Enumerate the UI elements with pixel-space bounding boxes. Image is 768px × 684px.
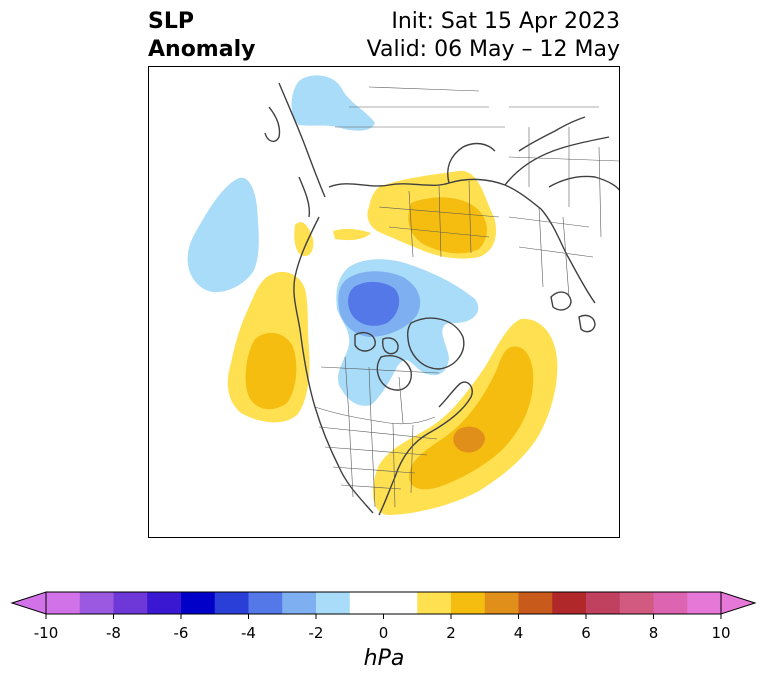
colorbar-cell xyxy=(653,592,688,614)
colorbar-cell xyxy=(518,592,553,614)
colorbar-tick-label: 8 xyxy=(648,624,659,642)
colorbar-tick-label: 4 xyxy=(513,624,524,642)
colorbar-units: hPa xyxy=(363,646,405,671)
positive-anomaly-urals-core xyxy=(408,197,487,254)
colorbar-ticks xyxy=(45,614,722,619)
positive-anomaly-northwest-atlantic-max xyxy=(453,426,485,453)
colorbar-tick-label: -8 xyxy=(106,624,121,642)
positive-anomaly-alaska-west xyxy=(294,222,314,257)
colorbar-cell xyxy=(687,592,722,614)
colorbar-extend-max-arrow xyxy=(720,591,757,615)
colorbar-cell xyxy=(552,592,587,614)
colorbar-tick-label: 10 xyxy=(711,624,731,642)
colorbar-cell xyxy=(417,592,452,614)
colorbar-cell xyxy=(586,592,621,614)
forecast-dates: Init: Sat 15 Apr 2023 Valid: 06 May – 12… xyxy=(367,8,620,64)
colorbar-cell xyxy=(147,592,182,614)
colorbar-tick-label: 0 xyxy=(378,624,389,642)
colorbar-cell xyxy=(451,592,486,614)
political-borders xyxy=(314,86,619,508)
title-line-1: SLP xyxy=(148,9,194,34)
colorbar-tick-label: 6 xyxy=(581,624,591,642)
positive-anomaly-northwest-atlantic-core xyxy=(408,346,534,490)
colorbar-tick-label: 2 xyxy=(446,624,456,642)
colorbar-cell xyxy=(349,592,384,614)
colorbar-cell xyxy=(383,592,418,614)
chart-title: SLP Anomaly xyxy=(148,8,255,64)
colorbar-tick-label: -6 xyxy=(173,624,189,642)
coastlines xyxy=(264,82,619,516)
init-date: Init: Sat 15 Apr 2023 xyxy=(391,9,620,34)
colorbar-cell xyxy=(316,592,351,614)
negative-anomaly-central-asia xyxy=(291,75,375,131)
colorbar-cells xyxy=(46,592,722,614)
projection-edge-notch xyxy=(149,283,152,319)
colorbar-extend-min-arrow xyxy=(10,591,47,615)
colorbar-cell xyxy=(214,592,249,614)
negative-anomaly-north-pacific xyxy=(187,177,259,293)
colorbar-tick-label: -4 xyxy=(241,624,256,642)
colorbar-cell xyxy=(282,592,317,614)
colorbar-cell xyxy=(619,592,654,614)
colorbar-cell xyxy=(484,592,519,614)
colorbar-cell xyxy=(46,592,81,614)
positive-anomaly-northeast-pacific-core xyxy=(245,332,297,410)
valid-dates: Valid: 06 May – 12 May xyxy=(366,37,620,62)
title-line-2: Anomaly xyxy=(148,37,256,62)
colorbar-cell xyxy=(181,592,216,614)
negative-anomaly-arctic-core xyxy=(348,281,400,326)
colorbar-tick-label: -2 xyxy=(308,624,324,642)
positive-anomaly-alaska-east xyxy=(333,228,371,241)
colorbar-cell xyxy=(248,592,283,614)
map-panel xyxy=(148,66,620,538)
colorbar xyxy=(10,591,757,619)
colorbar-tick-labels: -10 -8 -6 -4 -2 0 2 4 6 8 10 xyxy=(0,624,768,644)
anomaly-map xyxy=(149,67,619,537)
colorbar-cell xyxy=(79,592,114,614)
colorbar-cell xyxy=(113,592,148,614)
colorbar-tick-label: -10 xyxy=(33,624,59,642)
